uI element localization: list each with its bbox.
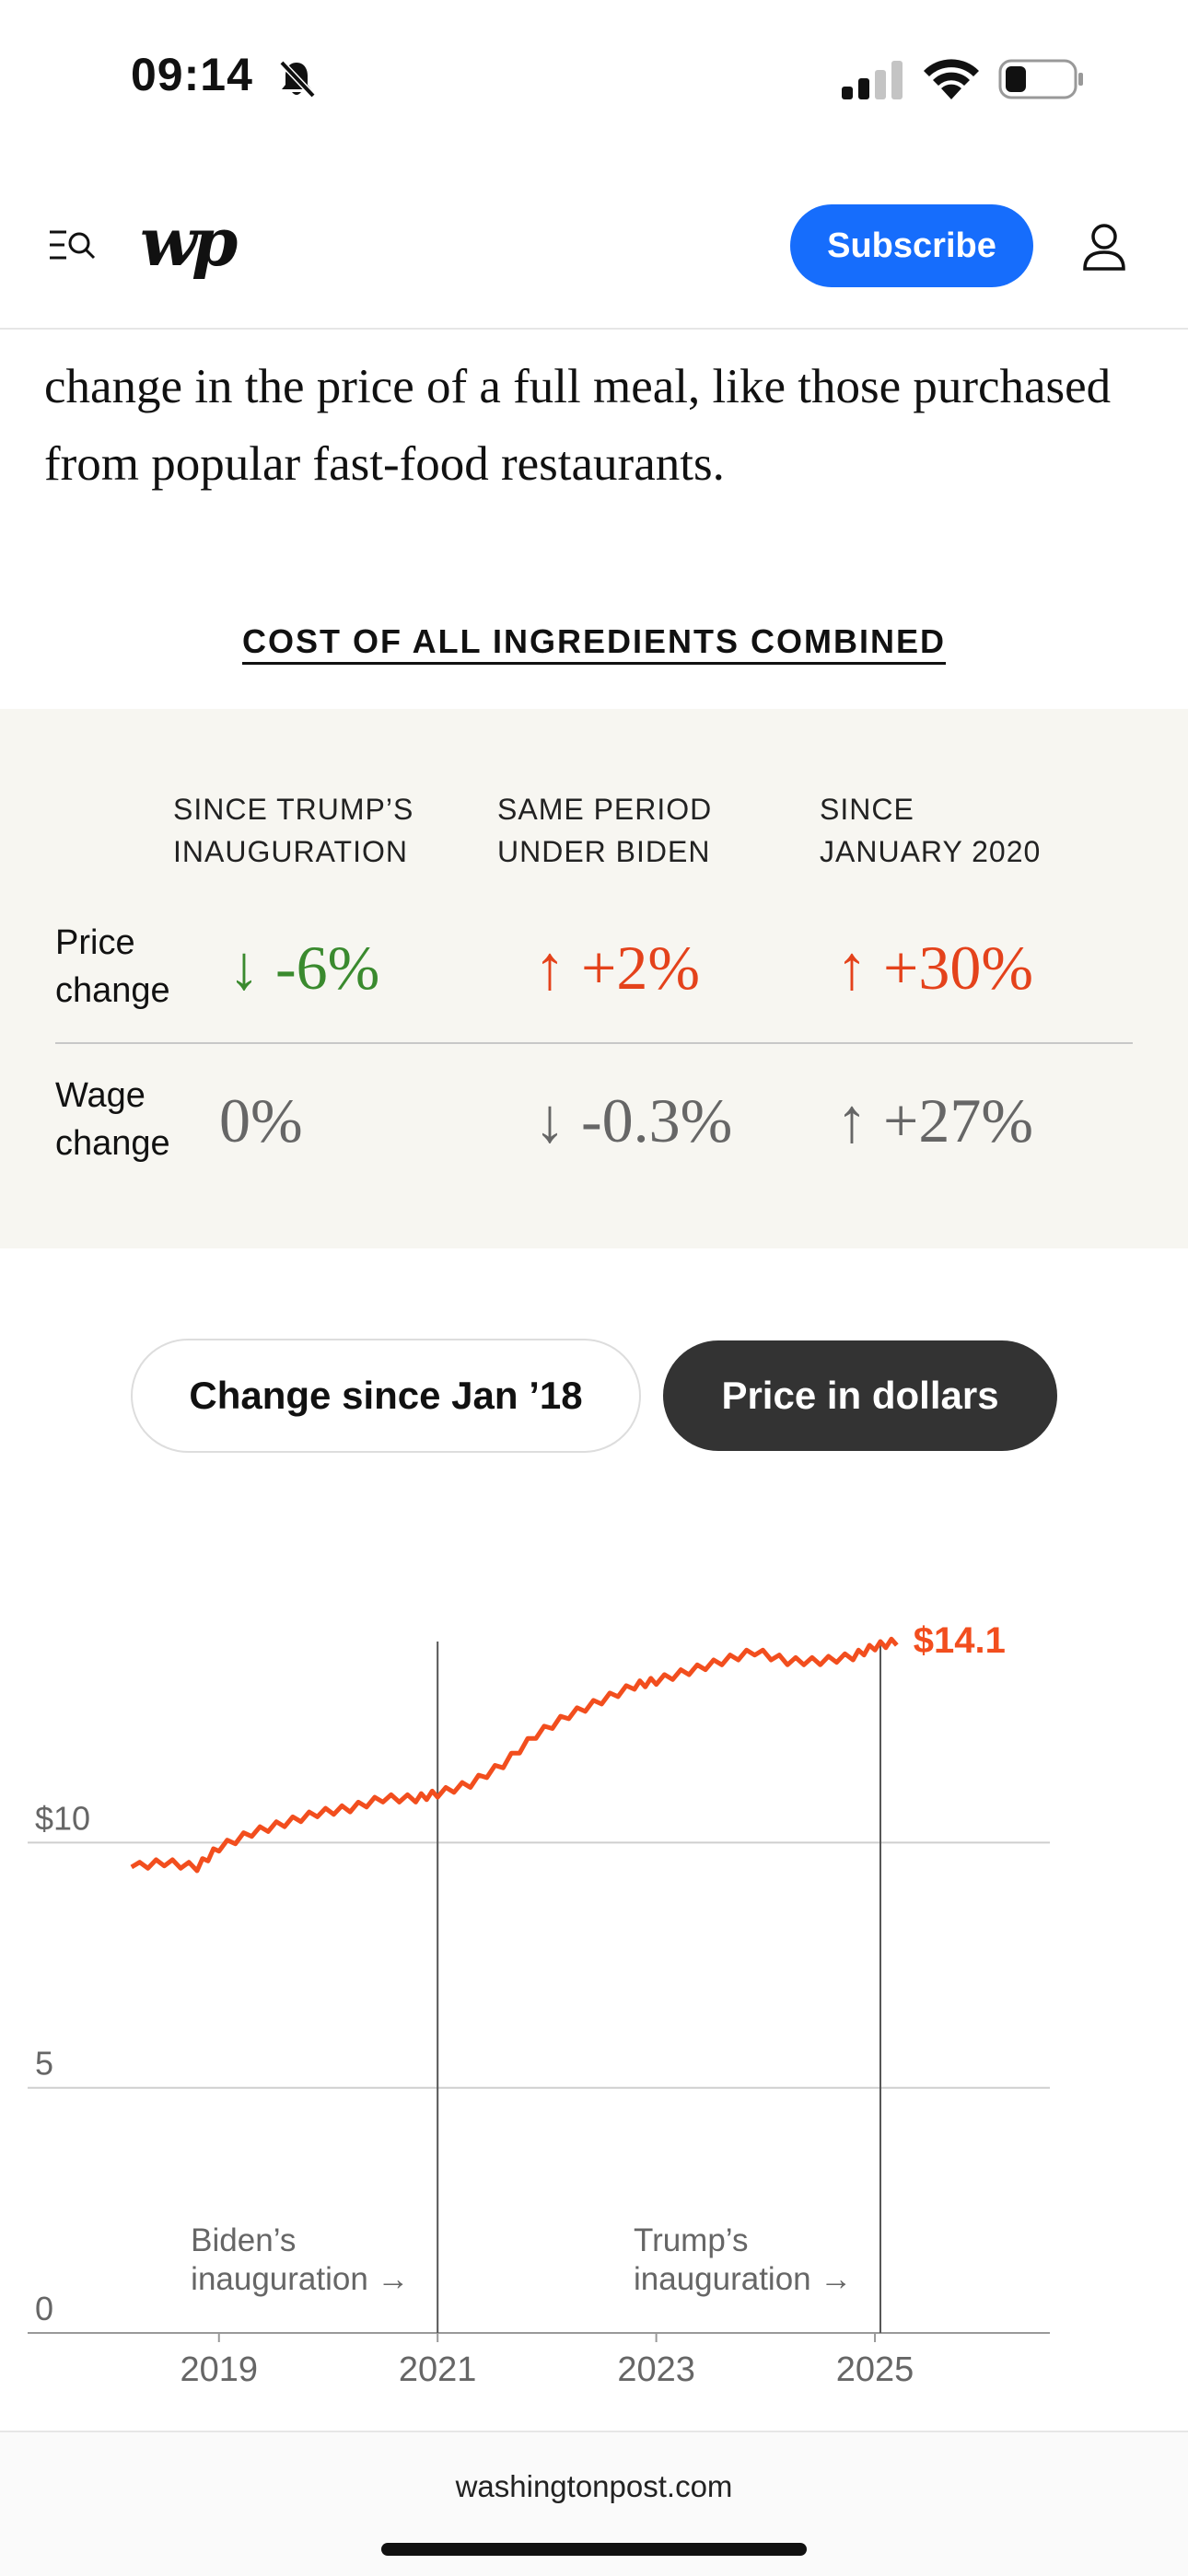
price-change-biden: ↑ +2% — [534, 933, 700, 1003]
x-tick-label: 2025 — [836, 2350, 914, 2389]
wage-change-since-2020: ↑ +27% — [836, 1085, 1033, 1155]
x-tick-label: 2023 — [617, 2350, 695, 2389]
toggle-change-since-jan-18[interactable]: Change since Jan ’18 — [131, 1339, 641, 1453]
annotation-label: inauguration → — [634, 2261, 852, 2297]
toggle-price-in-dollars[interactable]: Price in dollars — [663, 1340, 1057, 1451]
y-tick-label: 0 — [35, 2290, 53, 2327]
site-header: wp Subscribe — [0, 157, 1188, 330]
price-change-since-trump: ↓ -6% — [228, 933, 380, 1003]
wage-change-biden: ↓ -0.3% — [534, 1085, 733, 1155]
wage-change-since-trump: 0% — [219, 1085, 303, 1155]
stats-panel: SINCE TRUMP’S INAUGURATION SAME PERIOD U… — [0, 709, 1188, 1248]
annotation-label: Trump’s — [634, 2222, 748, 2258]
divider — [55, 1042, 1133, 1044]
wifi-icon — [924, 59, 979, 99]
menu-search-icon[interactable] — [48, 226, 96, 263]
annotation-label: Biden’s — [191, 2222, 296, 2258]
browser-footer: washingtonpost.com — [0, 2431, 1188, 2576]
y-tick-label: $10 — [35, 1799, 90, 1837]
row-label-price-change: Price change — [55, 923, 170, 1010]
y-tick-label: 5 — [35, 2045, 53, 2083]
status-time: 09:14 — [131, 49, 253, 100]
cellular-signal-icon — [842, 61, 903, 99]
section-title: COST OF ALL INGREDIENTS COMBINED — [0, 622, 1188, 665]
end-value-label: $14.1 — [914, 1620, 1006, 1661]
x-tick-label: 2021 — [399, 2350, 477, 2389]
row-label-wage-change: Wage change — [55, 1076, 170, 1163]
url-bar[interactable]: washingtonpost.com — [455, 2469, 733, 2503]
wp-logo[interactable]: wp — [140, 203, 238, 281]
column-header: SINCE JANUARY 2020 — [820, 793, 1042, 868]
status-bar: 09:14 — [0, 0, 1188, 157]
battery-icon — [998, 59, 1083, 99]
price-line — [130, 1636, 899, 1874]
price-change-since-2020: ↑ +30% — [836, 933, 1033, 1003]
article-paragraph: change in the price of a full meal, like… — [44, 360, 1112, 491]
column-header: SAME PERIOD UNDER BIDEN — [497, 793, 713, 868]
column-header: SINCE TRUMP’S INAUGURATION — [173, 793, 414, 868]
x-tick-label: 2019 — [180, 2350, 258, 2389]
bell-muted-icon — [279, 60, 316, 99]
home-indicator[interactable] — [381, 2543, 807, 2556]
account-icon[interactable] — [1077, 221, 1131, 274]
annotation-label: inauguration → — [191, 2261, 409, 2297]
subscribe-button[interactable]: Subscribe — [790, 204, 1033, 287]
price-chart: 0 5 $10 2019 2021 2023 2025 Biden’s inauguration… — [0, 1565, 1188, 2412]
